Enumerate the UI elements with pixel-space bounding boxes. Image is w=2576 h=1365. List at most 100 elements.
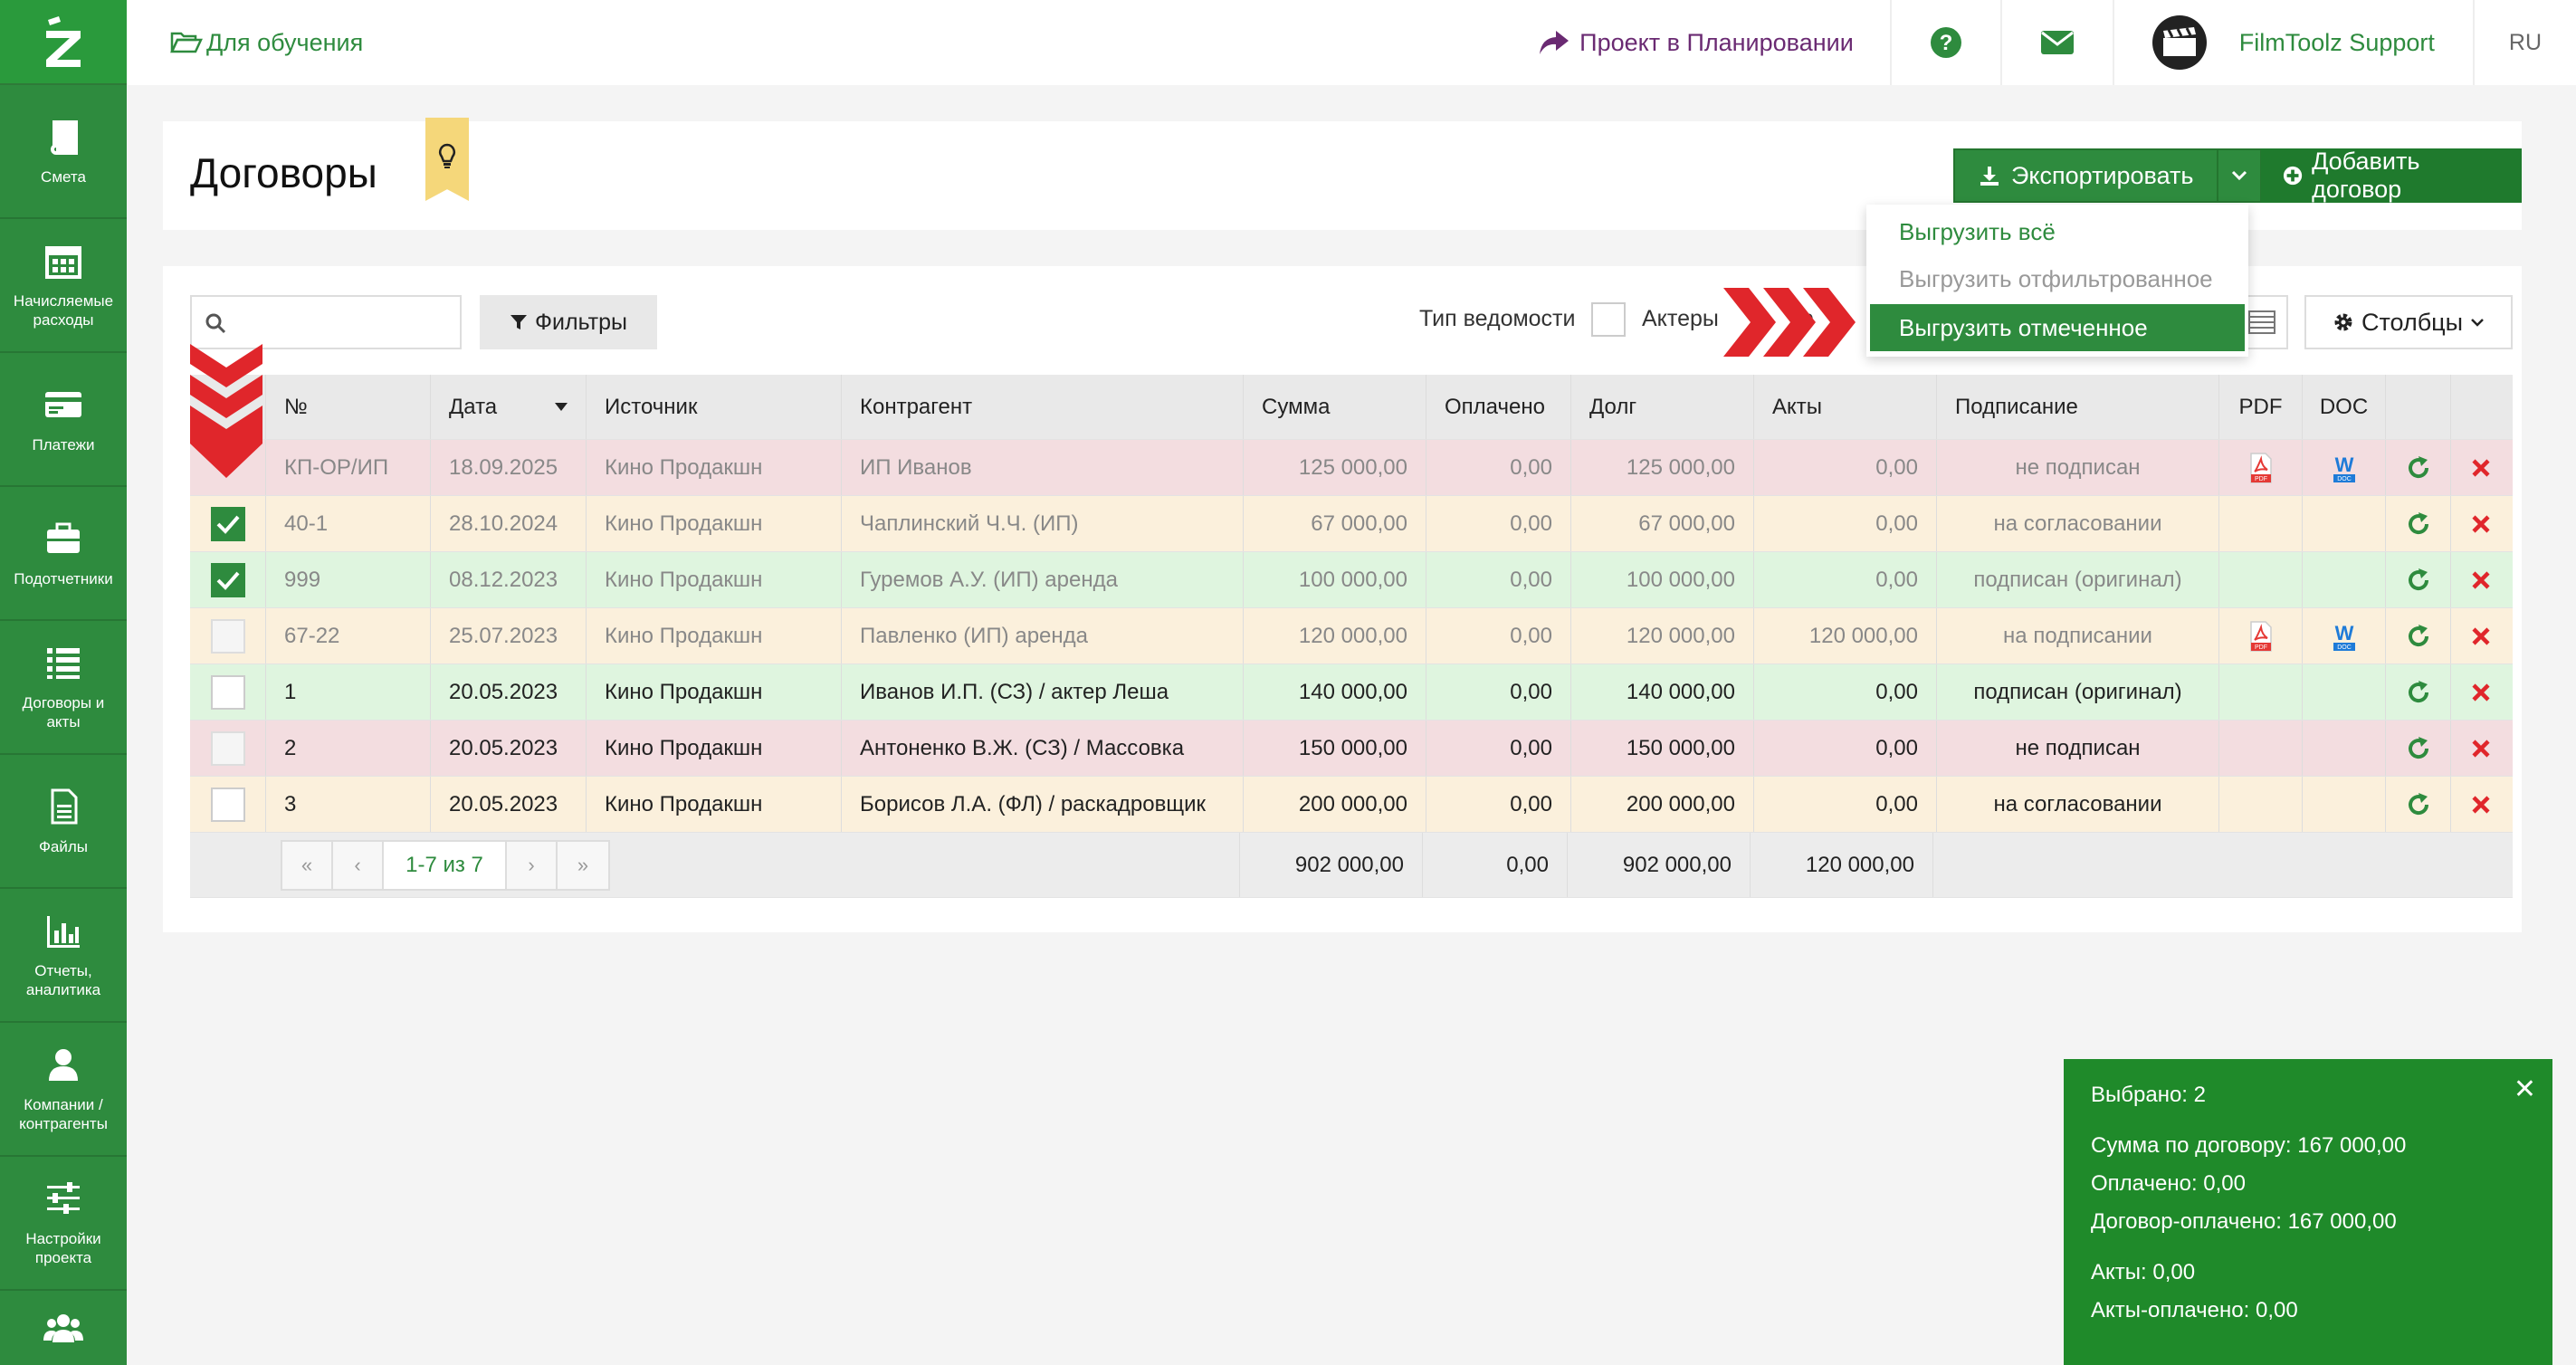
sort-desc-icon: [555, 402, 568, 411]
first-page-button[interactable]: «: [282, 841, 333, 889]
row-checkbox[interactable]: [210, 674, 245, 710]
export-selected-item[interactable]: Выгрузить отмеченное: [1870, 304, 2245, 351]
refresh-cell[interactable]: [2386, 608, 2451, 663]
refresh-icon[interactable]: [2406, 511, 2431, 537]
pdf-cell[interactable]: PDF: [2219, 440, 2303, 495]
table-row[interactable]: 2 20.05.2023 Кино Продакшн Антоненко В.Ж. (…: [190, 721, 2513, 777]
table-row[interactable]: 1 20.05.2023 Кино Продакшн Иванов И.П. (СЗ)…: [190, 664, 2513, 721]
close-icon[interactable]: ✕: [2513, 1074, 2536, 1104]
delete-icon[interactable]: [2471, 626, 2491, 646]
search-input[interactable]: [190, 295, 462, 349]
header-sum[interactable]: Сумма: [1244, 375, 1426, 439]
header-debt[interactable]: Долг: [1571, 375, 1754, 439]
header-date[interactable]: Дата: [431, 375, 587, 439]
sidebar-item-budget[interactable]: Смета: [0, 85, 127, 219]
row-checkbox[interactable]: [210, 787, 245, 822]
hint-bookmark[interactable]: [425, 118, 469, 201]
header-number[interactable]: №: [266, 375, 431, 439]
sidebar-item-files[interactable]: Файлы: [0, 755, 127, 889]
refresh-cell[interactable]: [2386, 664, 2451, 720]
refresh-cell[interactable]: [2386, 496, 2451, 551]
gear-icon: [2334, 313, 2352, 331]
project-folder-link[interactable]: Для обучения: [170, 29, 363, 57]
row-checkbox[interactable]: [210, 506, 245, 541]
messages-button[interactable]: [1999, 0, 2113, 85]
logo[interactable]: [0, 0, 127, 85]
refresh-cell[interactable]: [2386, 721, 2451, 776]
cell-num: 40-1: [266, 496, 431, 551]
user-menu[interactable]: FilmToolz Support: [2112, 0, 2473, 85]
pdf-file-icon[interactable]: PDF: [2247, 620, 2275, 653]
delete-icon[interactable]: [2471, 514, 2491, 534]
credit-card-icon: [45, 391, 81, 417]
project-planning-link[interactable]: Проект в Планировании: [1500, 0, 1890, 85]
cell-sum: 150 000,00: [1244, 721, 1426, 776]
row-checkbox[interactable]: [210, 730, 245, 766]
refresh-icon[interactable]: [2406, 568, 2431, 593]
prev-page-button[interactable]: ‹: [333, 841, 384, 889]
add-contract-button[interactable]: Добавить договор: [2261, 148, 2522, 203]
sidebar-item-team[interactable]: [0, 1291, 127, 1365]
cell-source: Кино Продакшн: [587, 496, 842, 551]
pdf-file-icon[interactable]: PDF: [2247, 452, 2275, 484]
header-acts[interactable]: Акты: [1754, 375, 1937, 439]
sidebar-item-reports[interactable]: Отчеты, аналитика: [0, 889, 127, 1023]
refresh-cell[interactable]: [2386, 777, 2451, 832]
sidebar-item-settings[interactable]: Настройки проекта: [0, 1157, 127, 1291]
columns-button[interactable]: Столбцы: [2304, 295, 2513, 349]
sidebar-item-companies[interactable]: Компании / контрагенты: [0, 1023, 127, 1157]
sidebar-item-accrued[interactable]: Начисляемые расходы: [0, 219, 127, 353]
delete-icon[interactable]: [2471, 682, 2491, 702]
row-checkbox[interactable]: [210, 618, 245, 654]
delete-icon[interactable]: [2471, 739, 2491, 759]
header-source[interactable]: Источник: [587, 375, 842, 439]
export-all-item[interactable]: Выгрузить всё: [1899, 217, 2056, 245]
delete-cell[interactable]: [2451, 496, 2511, 551]
table-row[interactable]: 40-1 28.10.2024 Кино Продакшн Чаплинский Ч.…: [190, 496, 2513, 552]
refresh-icon[interactable]: [2406, 455, 2431, 481]
svg-text:W: W: [2334, 453, 2353, 476]
last-page-button[interactable]: »: [577, 853, 589, 876]
sidebar-item-accountables[interactable]: Подотчетники: [0, 487, 127, 621]
cell-sign: подписан (оригинал): [1937, 664, 2219, 720]
next-page-button[interactable]: ›: [507, 841, 558, 889]
delete-cell[interactable]: [2451, 721, 2511, 776]
delete-cell[interactable]: [2451, 608, 2511, 663]
language-switch[interactable]: RU: [2472, 0, 2576, 85]
doc-cell[interactable]: W DOC: [2303, 440, 2386, 495]
help-button[interactable]: ?: [1889, 0, 2000, 85]
table-row[interactable]: 999 08.12.2023 Кино Продакшн Гуремов А.У. (…: [190, 552, 2513, 608]
delete-cell[interactable]: [2451, 552, 2511, 607]
table-row[interactable]: КП-ОР/ИП 18.09.2025 Кино Продакшн ИП Иванов…: [190, 440, 2513, 496]
delete-cell[interactable]: [2451, 664, 2511, 720]
table-row[interactable]: 3 20.05.2023 Кино Продакшн Борисов Л.А. (ФЛ…: [190, 777, 2513, 833]
export-filtered-item[interactable]: Выгрузить отфильтрованное: [1899, 264, 2213, 292]
header-signing[interactable]: Подписание: [1937, 375, 2219, 439]
delete-cell[interactable]: [2451, 777, 2511, 832]
delete-icon[interactable]: [2471, 795, 2491, 815]
doc-cell[interactable]: W DOC: [2303, 608, 2386, 663]
export-button[interactable]: Экспортировать: [1955, 150, 2219, 201]
refresh-icon[interactable]: [2406, 624, 2431, 649]
delete-icon[interactable]: [2471, 458, 2491, 478]
table-row[interactable]: 67-22 25.07.2023 Кино Продакшн Павленко (ИП…: [190, 608, 2513, 664]
filters-button[interactable]: Фильтры: [480, 295, 657, 349]
sidebar-item-payments[interactable]: Платежи: [0, 353, 127, 487]
pdf-cell[interactable]: PDF: [2219, 608, 2303, 663]
header-paid[interactable]: Оплачено: [1426, 375, 1571, 439]
refresh-cell[interactable]: [2386, 440, 2451, 495]
sidebar-item-contracts[interactable]: Договоры и акты: [0, 621, 127, 755]
delete-icon[interactable]: [2471, 570, 2491, 590]
refresh-icon[interactable]: [2406, 792, 2431, 817]
export-dropdown-toggle[interactable]: [2218, 150, 2260, 201]
refresh-cell[interactable]: [2386, 552, 2451, 607]
refresh-icon[interactable]: [2406, 736, 2431, 761]
refresh-icon[interactable]: [2406, 680, 2431, 705]
svg-text:DOC: DOC: [2337, 644, 2352, 651]
actors-checkbox[interactable]: [1591, 302, 1626, 337]
header-counterparty[interactable]: Контрагент: [842, 375, 1244, 439]
delete-cell[interactable]: [2451, 440, 2511, 495]
row-checkbox[interactable]: [210, 562, 245, 597]
